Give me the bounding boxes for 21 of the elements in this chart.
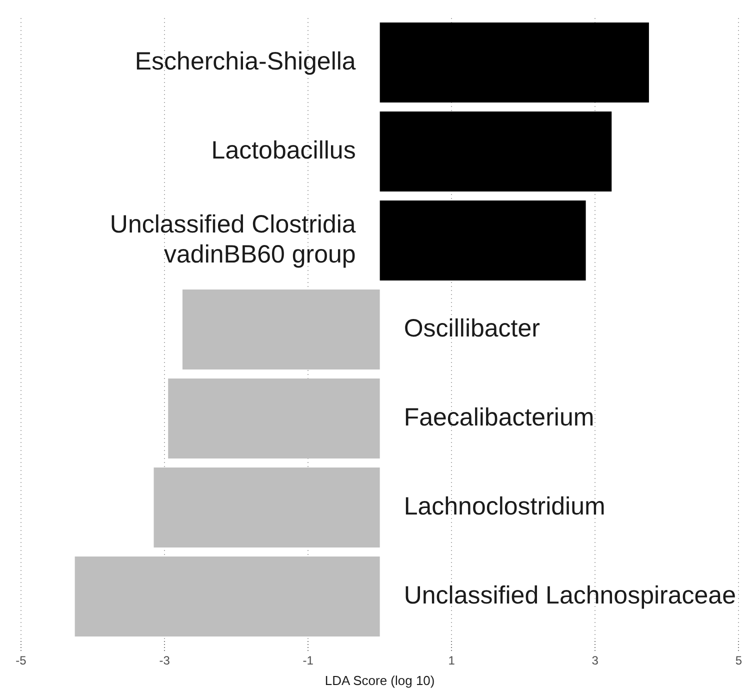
x-tick-label: -1 (302, 654, 314, 668)
x-tick-label: 1 (448, 654, 456, 668)
bar (380, 111, 612, 192)
x-tick-label: -3 (159, 654, 170, 668)
bar (380, 200, 586, 281)
bar (168, 378, 380, 459)
x-tick-label: 3 (592, 654, 599, 668)
x-axis-title: LDA Score (log 10) (324, 672, 435, 688)
x-tick-label: -5 (16, 654, 27, 668)
y-tick-label: Unclassified Clostridia vadinBB60 group (110, 210, 356, 268)
y-tick-label: Faecalibacterium (404, 403, 594, 432)
y-tick-label: Unclassified Lachnospiraceae (404, 581, 736, 610)
y-tick-label: Oscillibacter (404, 314, 540, 342)
bar (182, 289, 380, 370)
y-tick-label: Lachnoclostridium (404, 492, 606, 520)
y-tick-label: Lactobacillus (211, 136, 356, 164)
bar (74, 556, 380, 637)
x-tick-label: 5 (735, 654, 742, 668)
bar (154, 467, 380, 548)
y-tick-label: Escherchia-Shigella (134, 47, 356, 76)
bar (380, 22, 649, 103)
